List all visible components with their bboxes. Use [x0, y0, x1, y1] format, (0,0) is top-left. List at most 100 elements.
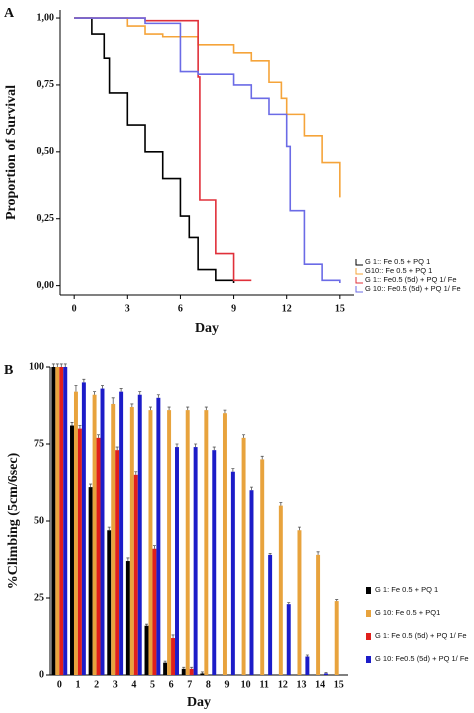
- error-bar: [249, 486, 253, 491]
- x-tick-label: 5: [150, 679, 155, 690]
- y-tick-label: 50: [34, 515, 44, 526]
- error-bar: [74, 385, 78, 392]
- legend-label: G 1: Fe 0.5 + PQ 1: [375, 585, 438, 594]
- error-bar: [119, 388, 123, 392]
- legend-label: G 10: Fe0.5 (5d) + PQ 1/ Fe: [375, 654, 469, 663]
- bar: [305, 656, 310, 675]
- bar: [222, 413, 227, 675]
- bar: [212, 450, 217, 675]
- error-bar: [335, 599, 339, 602]
- x-tick-label: 1: [75, 679, 80, 690]
- error-bar: [200, 671, 204, 674]
- bar: [63, 367, 68, 675]
- survival-curve: [74, 17, 341, 198]
- error-bar: [126, 557, 130, 562]
- survival-curve: [74, 17, 235, 283]
- y-axis-label: %Climbing (5cm/6sec): [6, 452, 21, 589]
- legend-label: G 1:: Fe0.5 (5d) + PQ 1/ Fe: [365, 275, 457, 284]
- bar: [100, 388, 105, 675]
- x-tick-label: 3: [125, 303, 130, 314]
- error-bar: [167, 406, 171, 411]
- bar: [111, 403, 116, 675]
- error-bar: [59, 363, 63, 367]
- error-bar: [70, 422, 74, 426]
- error-bar: [51, 363, 55, 367]
- error-bar: [152, 545, 156, 549]
- legend-swatch: [366, 610, 371, 617]
- legend-label: G 1:: Fe 0.5 + PQ 1: [365, 257, 430, 266]
- error-bar: [287, 602, 291, 605]
- y-tick-label: 1,00: [37, 12, 55, 23]
- error-bar: [134, 471, 138, 475]
- bar: [51, 367, 56, 675]
- legend-swatch: [366, 587, 371, 594]
- x-tick-label: 11: [259, 679, 268, 690]
- bar: [334, 601, 339, 675]
- survival-curve: [74, 17, 252, 282]
- error-bar: [297, 526, 301, 531]
- legend-label: G10:: Fe 0.5 + PQ 1: [365, 266, 432, 275]
- bar: [193, 447, 198, 675]
- bar: [297, 530, 302, 675]
- bar: [324, 673, 328, 675]
- bar: [59, 367, 64, 675]
- error-bar: [231, 468, 235, 472]
- legend-swatch: [366, 656, 371, 663]
- bar: [148, 410, 153, 675]
- error-bar: [324, 672, 328, 674]
- error-bar: [260, 455, 264, 460]
- x-tick-label: 12: [282, 303, 292, 314]
- error-bar: [156, 394, 160, 398]
- bar: [241, 437, 246, 675]
- legend-label: G 10:: Fe0.5 (5d) + PQ 1/ Fe: [365, 284, 461, 293]
- x-tick-label: 8: [206, 679, 211, 690]
- error-bar: [204, 406, 208, 411]
- x-tick-label: 6: [169, 679, 174, 690]
- bar: [185, 410, 190, 675]
- error-bar: [212, 446, 216, 451]
- bar: [204, 410, 209, 675]
- legend-swatch: [355, 259, 363, 266]
- x-tick-label: 0: [57, 679, 62, 690]
- x-tick-label: 10: [241, 679, 251, 690]
- bar: [268, 554, 273, 675]
- bar: [200, 673, 205, 675]
- bar: [286, 604, 291, 675]
- bar: [144, 625, 149, 675]
- y-axis-label: Proportion of Survival: [4, 85, 19, 220]
- error-bar: [130, 403, 134, 408]
- legend-swatch: [355, 277, 363, 284]
- legend-label: G 10: Fe 0.5 + PQ1: [375, 608, 440, 617]
- error-bar: [93, 391, 97, 395]
- error-bar: [100, 385, 104, 389]
- x-tick-label: 14: [315, 679, 325, 690]
- x-tick-label: 3: [113, 679, 118, 690]
- x-tick-label: 9: [231, 303, 236, 314]
- error-bar: [175, 443, 179, 448]
- bar: [189, 668, 194, 675]
- bar: [230, 471, 235, 675]
- x-tick-label: 6: [178, 303, 183, 314]
- bar: [88, 487, 93, 675]
- panel-label: A: [4, 6, 15, 21]
- error-bar: [111, 397, 115, 404]
- error-bar: [148, 406, 152, 411]
- x-tick-label: 2: [94, 679, 99, 690]
- survival-curve: [74, 17, 341, 283]
- bar: [92, 394, 97, 675]
- bar: [125, 561, 130, 675]
- error-bar: [194, 443, 198, 448]
- y-tick-label: 100: [29, 361, 44, 372]
- bar: [115, 450, 120, 675]
- x-tick-label: 9: [224, 679, 229, 690]
- error-bar: [316, 551, 320, 555]
- bar: [181, 668, 186, 675]
- error-bar: [63, 363, 67, 367]
- error-bar: [182, 666, 186, 669]
- legend-label: G 1: Fe 0.5 (5d) + PQ 1/ Fe: [375, 631, 467, 640]
- bar: [175, 447, 179, 675]
- bar: [129, 407, 134, 675]
- error-bar: [163, 660, 167, 663]
- x-axis-label: Day: [195, 321, 219, 336]
- bar: [156, 397, 161, 675]
